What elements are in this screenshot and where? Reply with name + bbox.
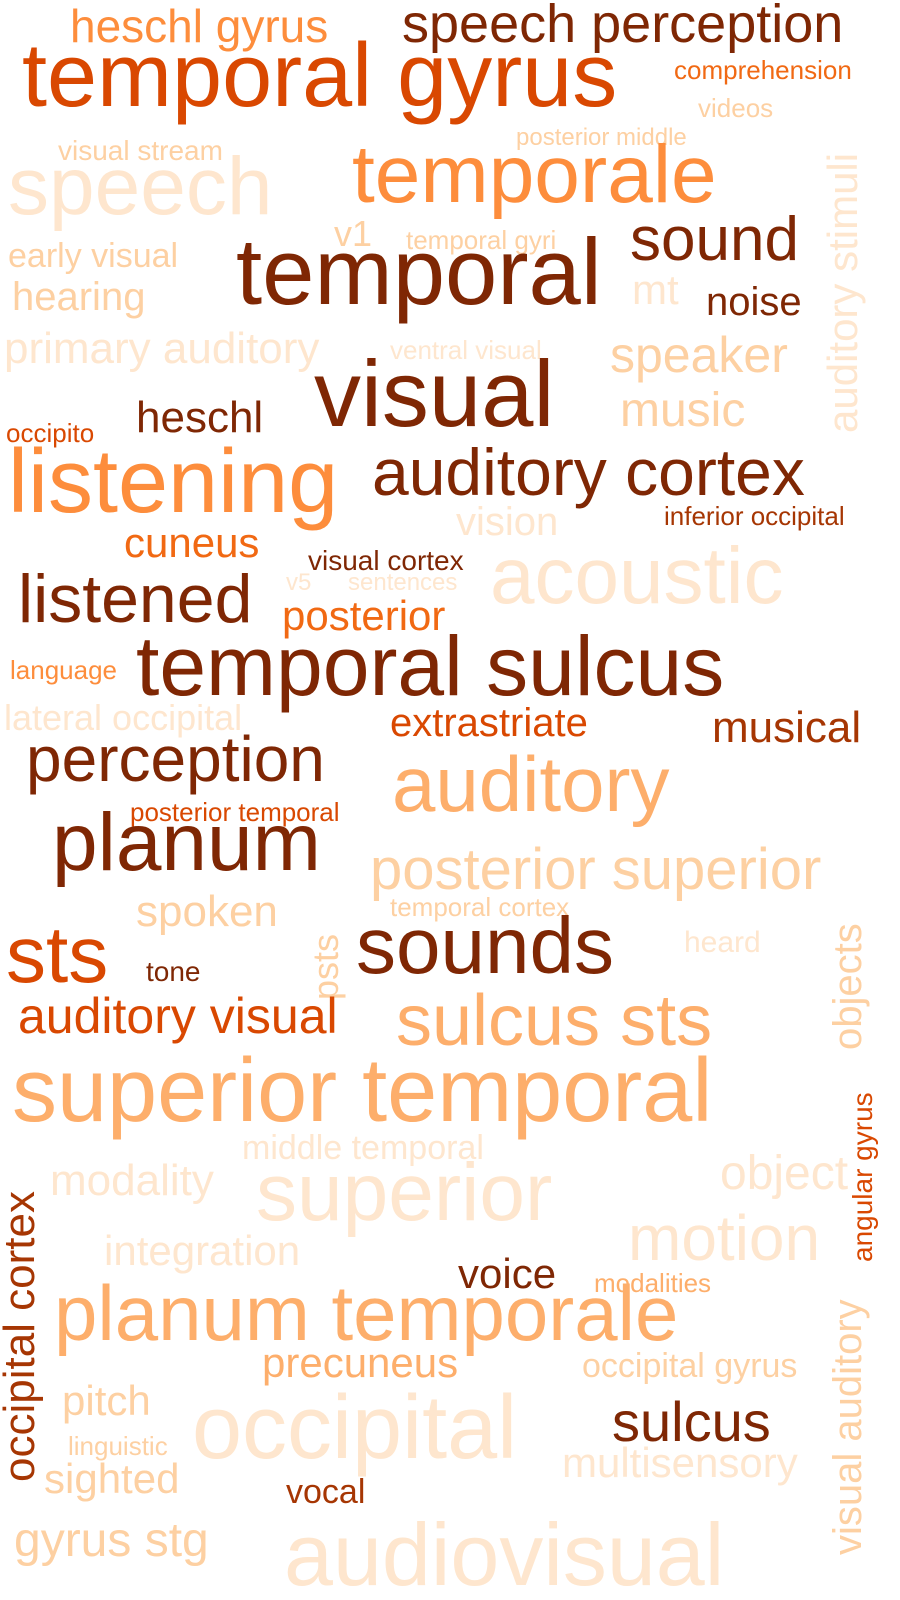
word-speech-perception: speech perception	[402, 0, 844, 55]
word-pitch: pitch	[62, 1377, 151, 1425]
word-acoustic: acoustic	[490, 531, 784, 620]
word-listened: listened	[18, 560, 253, 637]
word-spoken: spoken	[136, 887, 278, 937]
word-superior: superior	[256, 1147, 553, 1239]
word-visual-stream: visual stream	[58, 134, 223, 166]
word-auditory-cortex: auditory cortex	[372, 434, 805, 509]
word-visual-auditory: visual auditory	[826, 1299, 870, 1555]
word-object: object	[720, 1146, 849, 1200]
word-visual: visual	[314, 341, 555, 447]
word-inferior-occipital: inferior occipital	[664, 500, 845, 531]
word-planum: planum	[52, 797, 321, 889]
word-linguistic: linguistic	[68, 1430, 168, 1461]
word-heschl: heschl	[136, 393, 264, 443]
word-angular-gyrus: angular gyrus	[847, 1092, 879, 1262]
word-occipital: occipital	[192, 1378, 518, 1478]
word-temporale: temporale	[352, 129, 717, 221]
word-language: language	[10, 654, 117, 685]
word-temporal-cortex: temporal cortex	[390, 891, 570, 922]
word-integration: integration	[104, 1227, 301, 1275]
word-music: music	[620, 383, 746, 437]
word-sulcus: sulcus	[612, 1389, 771, 1453]
word-auditory: auditory	[392, 739, 670, 828]
word-videos: videos	[698, 92, 774, 123]
word-audiovisual: audiovisual	[284, 1504, 725, 1600]
word-noise: noise	[706, 280, 802, 324]
word-superior-temporal: superior temporal	[12, 1041, 713, 1141]
word-v5: v5	[286, 569, 312, 597]
word-planum-temporale: planum temporale	[54, 1268, 679, 1357]
word-posterior-temporal: posterior temporal	[130, 796, 340, 827]
word-sentences: sentences	[348, 569, 458, 597]
word-visual-cortex: visual cortex	[308, 544, 464, 576]
word-tone: tone	[146, 955, 201, 987]
word-temporal-sulcus: temporal sulcus	[136, 619, 725, 714]
word-posterior: posterior	[282, 592, 446, 640]
word-occipito: occipito	[6, 417, 95, 448]
word-heard: heard	[684, 926, 761, 959]
word-middle-temporal: middle temporal	[242, 1129, 484, 1168]
word-speaker: speaker	[610, 327, 788, 383]
word-heschl-gyrus: heschl gyrus	[70, 0, 329, 52]
word-listening: listening	[8, 432, 339, 532]
word-posterior-superior: posterior superior	[370, 836, 822, 902]
word-primary-auditory: primary auditory	[4, 324, 320, 374]
word-modalities: modalities	[594, 1267, 712, 1298]
word-sound: sound	[630, 205, 799, 275]
word-mt: mt	[632, 266, 679, 314]
word-sighted: sighted	[44, 1455, 180, 1503]
word-objects: objects	[826, 923, 870, 1050]
word-occipital-cortex: occipital cortex	[0, 1190, 45, 1482]
word-posterior-middle: posterior middle	[516, 124, 687, 152]
word-early-visual: early visual	[8, 237, 179, 276]
word-temporal-gyri: temporal gyri	[406, 224, 557, 255]
word-temporal: temporal	[236, 219, 602, 325]
word-gyrus-stg: gyrus stg	[14, 1513, 209, 1567]
word-sulcus-sts: sulcus sts	[396, 981, 713, 1062]
word-cuneus: cuneus	[124, 519, 260, 567]
word-speech: speech	[8, 141, 273, 233]
word-v1: v1	[334, 212, 373, 254]
word-occipital-gyrus: occipital gyrus	[582, 1347, 798, 1386]
word-sts: sts	[6, 910, 109, 999]
word-lateral-occipital: lateral occipital	[4, 696, 243, 738]
word-motion: motion	[628, 1202, 821, 1275]
word-perception: perception	[26, 723, 325, 796]
word-comprehension: comprehension	[674, 54, 852, 85]
word-auditory-stimuli: auditory stimuli	[819, 152, 867, 433]
word-temporal-gyrus: temporal gyrus	[22, 26, 618, 126]
word-vision: vision	[456, 500, 559, 544]
word-modality: modality	[50, 1156, 214, 1206]
word-auditory-visual: auditory visual	[18, 988, 338, 1044]
word-hearing: hearing	[12, 275, 146, 319]
word-ventral-visual: ventral visual	[390, 334, 542, 365]
word-voice: voice	[458, 1250, 557, 1298]
word-extrastriate: extrastriate	[390, 701, 588, 745]
word-musical: musical	[712, 703, 862, 753]
word-precuneus: precuneus	[262, 1339, 459, 1387]
word-vocal: vocal	[286, 1473, 366, 1512]
word-sounds: sounds	[356, 901, 614, 990]
word-multisensory: multisensory	[562, 1439, 798, 1487]
